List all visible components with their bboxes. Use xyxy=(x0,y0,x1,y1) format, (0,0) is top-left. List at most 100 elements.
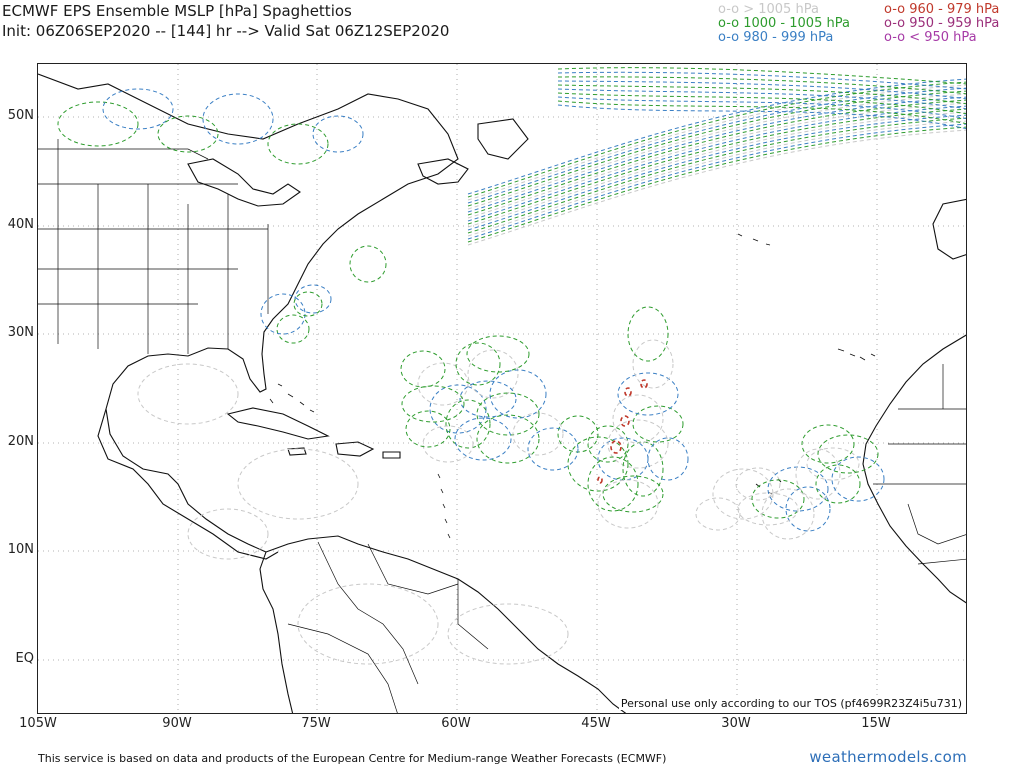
east-coast-contour xyxy=(293,291,323,317)
lon-label-90w: 90W xyxy=(162,716,192,731)
storm-track-contour xyxy=(557,88,966,110)
lon-label-60w: 60W xyxy=(441,716,471,731)
storm-track-contour xyxy=(467,84,966,201)
canary-islands xyxy=(837,348,876,361)
cluster-2-contour xyxy=(567,436,629,492)
low-center-contour xyxy=(597,476,603,484)
storm-track-contour xyxy=(467,96,966,213)
cluster-3-contour xyxy=(712,468,774,520)
storm-track-contour xyxy=(557,84,966,105)
storm-track-contour xyxy=(467,102,966,219)
cluster-1-contour xyxy=(454,417,512,461)
cluster-2-contour xyxy=(632,339,674,389)
storm-track-contour xyxy=(467,81,966,198)
storm-track-contour xyxy=(467,111,966,228)
background-contour xyxy=(187,508,269,560)
storm-track-contour xyxy=(557,76,966,95)
canada-contour xyxy=(157,115,219,153)
tos-notice: Personal use only according to our TOS (… xyxy=(618,697,964,710)
africa-borders xyxy=(873,364,966,565)
lon-label-45w: 45W xyxy=(581,716,611,731)
storm-track-contour xyxy=(557,67,966,85)
lon-label-105w: 105W xyxy=(19,716,57,731)
north-america-coastline xyxy=(38,73,459,553)
coastlines-and-borders xyxy=(38,73,966,713)
nova-scotia xyxy=(417,158,469,185)
puerto-rico xyxy=(382,451,401,459)
cluster-1-contour xyxy=(489,369,547,419)
cluster-2-contour xyxy=(632,405,684,443)
bahamas xyxy=(269,383,315,413)
storm-track-contour xyxy=(557,100,966,125)
legend-item-980-999: o-o 980 - 999 hPa xyxy=(718,30,834,45)
storm-track-contour xyxy=(467,87,966,204)
cluster-3-contour xyxy=(831,456,885,502)
storm-track-contour xyxy=(467,129,966,246)
background-contour xyxy=(137,363,239,425)
lat-label-40n: 40N xyxy=(7,217,34,232)
low-center-contour xyxy=(610,440,622,454)
canada-contour xyxy=(102,88,174,130)
newfoundland xyxy=(477,118,529,160)
storm-track-contour xyxy=(467,108,966,225)
east-coast-contour xyxy=(260,293,306,335)
iberia-coastline xyxy=(932,198,966,260)
low-center-contour xyxy=(624,387,632,397)
storm-track-contour xyxy=(467,114,966,231)
lat-label-eq: EQ xyxy=(15,651,34,666)
cluster-2-contour xyxy=(587,456,639,512)
storm-track-contour xyxy=(467,123,966,240)
background-contour xyxy=(447,603,569,665)
legend-item-950-959: o-o 950 - 959 hPa xyxy=(884,16,1000,31)
lon-label-75w: 75W xyxy=(301,716,331,731)
jamaica xyxy=(287,447,307,456)
cluster-1-contour xyxy=(429,384,487,434)
cluster-3-contour xyxy=(785,486,831,532)
cluster-3-contour xyxy=(795,448,841,500)
south-america-borders xyxy=(287,541,489,713)
storm-track-contour xyxy=(467,120,966,237)
spaghetti-map xyxy=(38,64,966,713)
east-coast-contour xyxy=(349,245,387,283)
storm-track-contour xyxy=(557,96,966,120)
lat-label-20n: 20N xyxy=(7,434,34,449)
africa-coastline xyxy=(862,334,966,604)
background-contour xyxy=(237,448,359,520)
legend-item-lt950: o-o < 950 hPa xyxy=(884,30,977,45)
cluster-2-contour xyxy=(607,419,669,469)
cluster-1-contour xyxy=(445,399,491,449)
low-center-contour xyxy=(640,379,648,389)
storm-track-contour xyxy=(557,104,966,130)
background-contour xyxy=(297,583,439,665)
cluster-3-contour xyxy=(806,447,860,481)
cluster-1-contour xyxy=(476,392,540,436)
legend-item-gt1005: o-o > 1005 hPa xyxy=(718,2,819,17)
cluster-3-contour xyxy=(735,467,781,501)
cluster-2-contour xyxy=(602,475,664,513)
azores xyxy=(737,233,771,246)
cluster-1-contour xyxy=(466,335,530,373)
cluster-2-contour xyxy=(647,437,689,481)
cluster-1-contour xyxy=(401,385,465,423)
lat-label-10n: 10N xyxy=(7,542,34,557)
legend-item-1000-1005: o-o 1000 - 1005 hPa xyxy=(718,16,850,31)
canada-contour xyxy=(202,93,274,145)
lat-label-30n: 30N xyxy=(7,325,34,340)
storm-track-contour xyxy=(557,80,966,100)
ensemble-contours xyxy=(57,67,966,665)
cluster-1-contour xyxy=(405,410,451,448)
cluster-3-contour xyxy=(737,492,799,526)
map-frame xyxy=(37,63,967,714)
cluster-2-contour xyxy=(597,437,649,481)
south-america-coastline xyxy=(259,535,627,713)
lesser-antilles xyxy=(437,473,451,539)
storm-track-contour xyxy=(557,92,966,115)
storm-track-contour xyxy=(467,117,966,234)
storm-track-contour xyxy=(467,78,966,195)
cluster-2-contour xyxy=(612,394,664,444)
canada-contour xyxy=(267,123,329,165)
brand-link[interactable]: weathermodels.com xyxy=(809,748,967,766)
cluster-3-contour xyxy=(695,497,741,531)
storm-track-contour xyxy=(467,126,966,243)
cluster-2-contour xyxy=(617,372,679,416)
